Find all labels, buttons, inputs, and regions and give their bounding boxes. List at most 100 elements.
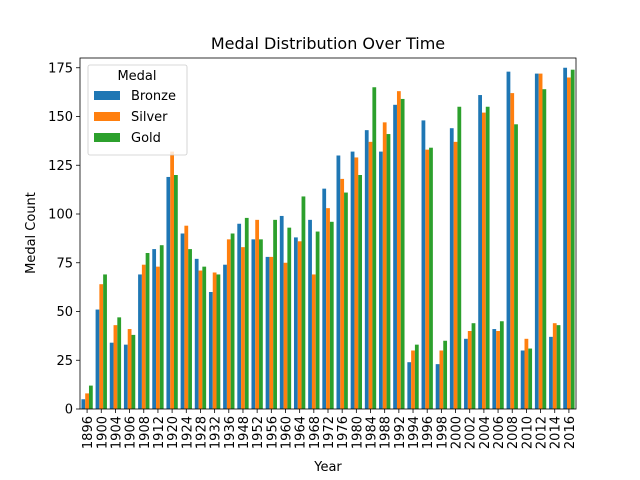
bar-gold-1992 — [400, 98, 405, 409]
bar-gold-1896 — [88, 385, 93, 409]
bar-gold-1932 — [216, 274, 221, 409]
bar-gold-2008 — [514, 124, 518, 410]
x-tick-label: 1964 — [294, 416, 309, 449]
bar-bronze-1964 — [293, 237, 298, 409]
legend: Medal Bronze Silver Gold — [87, 64, 188, 156]
bar-gold-2012 — [542, 89, 547, 409]
bar-gold-1996 — [429, 147, 433, 409]
bar-silver-1968 — [311, 274, 316, 409]
y-axis-ticks: 0 25 50 75 100 125 150 175 — [48, 61, 80, 418]
bar-bronze-2016 — [563, 67, 568, 409]
legend-swatch-silver — [94, 112, 120, 121]
bar-bronze-1956 — [265, 256, 270, 409]
bar-silver-1900 — [99, 284, 104, 409]
bar-gold-1908 — [145, 253, 150, 409]
bar-bronze-1992 — [393, 104, 397, 410]
bar-gold-2004 — [485, 106, 490, 409]
bar-silver-1924 — [184, 225, 189, 409]
bar-bronze-1896 — [81, 399, 86, 409]
bar-gold-1968 — [315, 231, 320, 409]
y-tick-label: 100 — [48, 208, 73, 223]
bar-silver-2006 — [496, 331, 500, 409]
legend-swatch-bronze — [94, 91, 120, 100]
bar-silver-1932 — [212, 272, 217, 409]
bar-silver-1920 — [170, 151, 174, 409]
bar-silver-2012 — [538, 73, 543, 409]
bar-silver-1956 — [269, 256, 274, 409]
bar-bronze-1906 — [123, 344, 128, 409]
bar-bronze-1998 — [435, 364, 440, 409]
chart-title: Medal Distribution Over Time — [211, 34, 445, 53]
bar-silver-1980 — [354, 157, 359, 409]
bar-silver-1912 — [156, 266, 160, 409]
legend-label-silver: Silver — [131, 110, 168, 125]
bar-gold-2006 — [499, 321, 504, 409]
x-tick-label: 1932 — [209, 416, 224, 449]
bar-bronze-1972 — [322, 188, 327, 409]
bar-bronze-2010 — [520, 350, 525, 409]
x-tick-label: 2006 — [492, 416, 507, 449]
bar-silver-1992 — [396, 91, 401, 410]
bar-gold-2014 — [556, 325, 561, 409]
legend-title: Medal — [117, 69, 156, 84]
x-tick-label: 1936 — [223, 416, 238, 449]
x-tick-label: 1900 — [95, 416, 110, 449]
bar-silver-2014 — [552, 323, 557, 409]
bar-silver-2008 — [510, 93, 515, 409]
bar-silver-2016 — [567, 77, 571, 409]
bar-silver-1906 — [127, 329, 132, 409]
bar-silver-1896 — [85, 393, 89, 409]
bar-gold-1948 — [244, 217, 249, 409]
y-tick-label: 50 — [56, 305, 73, 320]
x-tick-label: 1980 — [350, 416, 365, 449]
bar-bronze-2000 — [449, 128, 454, 409]
plot-frame — [79, 57, 577, 410]
bar-bronze-1952 — [251, 239, 256, 409]
bar-bronze-2002 — [464, 338, 468, 409]
x-tick-label: 1906 — [124, 416, 139, 449]
legend-label-bronze: Bronze — [131, 89, 176, 104]
x-tick-label: 2014 — [549, 416, 564, 449]
bar-bronze-1948 — [237, 223, 242, 409]
x-tick-label: 1948 — [237, 416, 252, 449]
legend-label-gold: Gold — [131, 131, 161, 146]
bar-silver-2004 — [482, 112, 486, 409]
x-tick-label: 1972 — [322, 416, 337, 449]
bar-bronze-1920 — [166, 176, 171, 409]
bar-silver-1936 — [226, 239, 231, 409]
bar-silver-1952 — [255, 219, 260, 409]
bar-gold-1924 — [188, 249, 192, 409]
x-tick-label: 1912 — [152, 416, 167, 449]
bar-gold-1900 — [103, 274, 107, 409]
bar-bronze-1988 — [379, 151, 383, 409]
x-axis-title: Year — [313, 460, 342, 475]
bar-silver-1972 — [326, 208, 330, 409]
bar-bronze-2006 — [492, 329, 497, 409]
x-tick-label: 1968 — [308, 416, 323, 449]
bar-gold-1976 — [344, 192, 348, 409]
x-tick-label: 2012 — [535, 416, 550, 449]
y-axis-title: Medal Count — [24, 192, 39, 274]
y-tick-label: 25 — [56, 354, 73, 369]
bar-bronze-1976 — [336, 155, 341, 409]
bar-gold-1998 — [443, 340, 448, 409]
bar-bronze-1960 — [279, 215, 284, 409]
bar-gold-1952 — [259, 239, 263, 409]
bar-bronze-1924 — [180, 233, 185, 409]
bar-gold-1988 — [386, 134, 391, 410]
bar-bronze-2004 — [478, 95, 482, 410]
bar-silver-2000 — [453, 141, 458, 409]
x-tick-label: 2002 — [464, 416, 479, 449]
y-tick-label: 150 — [48, 110, 73, 125]
x-tick-label: 1960 — [279, 416, 294, 449]
bar-bronze-1984 — [364, 130, 369, 409]
bar-gold-1972 — [329, 221, 334, 409]
x-tick-label: 1904 — [109, 416, 124, 449]
bar-gold-1964 — [301, 196, 306, 409]
x-tick-label: 2000 — [450, 416, 465, 449]
bar-silver-1996 — [425, 149, 430, 409]
y-tick-label: 175 — [48, 61, 73, 76]
bar-gold-1984 — [372, 87, 377, 409]
bar-silver-2010 — [524, 338, 529, 409]
